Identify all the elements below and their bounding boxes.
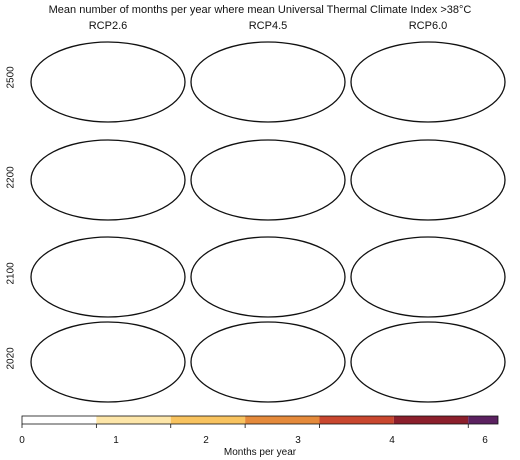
colorbar-label: Months per year: [223, 447, 297, 458]
world-map-panel: [350, 321, 506, 403]
figure-title: Mean number of months per year where mea…: [48, 4, 472, 16]
world-map-panel: [30, 236, 186, 318]
colorbar-tick-2: 2: [203, 435, 209, 446]
colorbar-tick-3: 3: [295, 435, 301, 446]
colorbar-tick-1: 1: [113, 435, 119, 446]
column-label-rcp60: RCP6.0: [408, 20, 448, 32]
column-label-rcp45: RCP4.5: [248, 20, 288, 32]
colorbar-frame: [21, 415, 499, 425]
colorbar-tick-6: 6: [482, 435, 488, 446]
colorbar-bin: [468, 416, 498, 424]
colorbar-tick-0: 0: [19, 435, 25, 446]
map-grid: [30, 41, 506, 403]
world-map-panel: [30, 321, 186, 403]
world-map-panel: [350, 139, 506, 221]
world-map-panel: [190, 41, 346, 123]
column-label-rcp26: RCP2.6: [88, 20, 128, 32]
world-map-panel: [350, 236, 506, 318]
colorbar-bin: [393, 416, 469, 424]
colorbar-bin: [96, 416, 171, 424]
colorbar-tick-4: 4: [389, 435, 395, 446]
world-map-panel: [30, 41, 186, 123]
world-map-panel: [190, 236, 346, 318]
world-map-panel: [350, 41, 506, 123]
colorbar-bin: [245, 416, 320, 424]
colorbar-bin: [170, 416, 246, 424]
colorbar-bin: [22, 416, 97, 424]
colorbar-bin: [319, 416, 394, 424]
world-map-panel: [190, 139, 346, 221]
world-map-panel: [190, 321, 346, 403]
colorbar: [21, 415, 499, 428]
world-map-panel: [30, 139, 186, 221]
